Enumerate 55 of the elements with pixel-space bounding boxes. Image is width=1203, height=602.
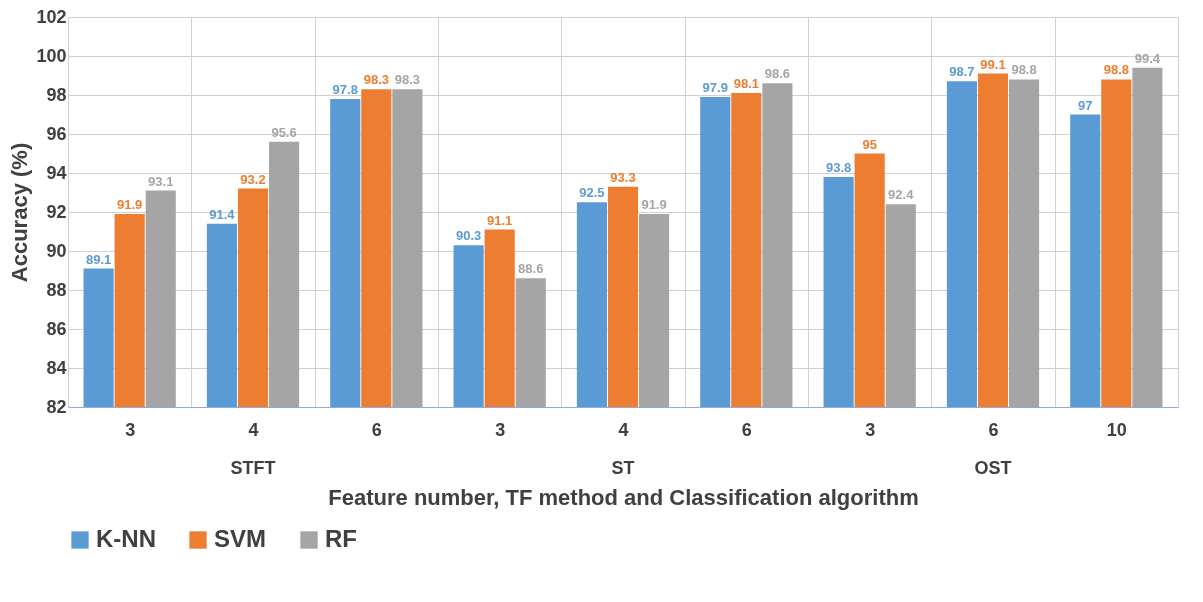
data-label: 95 — [862, 136, 877, 152]
x-axis-title: Feature number, TF method and Classification algorithm — [328, 484, 919, 510]
data-label: 98.3 — [363, 72, 389, 88]
y-tick-label: 90 — [46, 240, 67, 261]
x-tick-label: 10 — [1106, 419, 1127, 440]
data-label: 97.9 — [702, 79, 728, 95]
data-label: 89.1 — [85, 251, 112, 267]
data-label: 98.8 — [1103, 62, 1129, 78]
x-tick-label: 4 — [248, 419, 259, 440]
data-label: 93.2 — [240, 171, 266, 187]
data-label: 92.4 — [888, 187, 915, 203]
data-label: 98.8 — [1011, 62, 1037, 78]
x-tick-label: 6 — [371, 419, 382, 440]
x-tick-label: 6 — [988, 419, 999, 440]
data-label: 91.4 — [209, 206, 236, 222]
x-tick-label: 3 — [495, 419, 506, 440]
y-tick-label: 86 — [46, 318, 67, 339]
x-tick-label: 6 — [741, 419, 752, 440]
x-tick-label: 3 — [865, 419, 876, 440]
data-label: 92.5 — [579, 185, 605, 201]
data-label: 95.6 — [271, 124, 297, 140]
legend-label: K-NN — [96, 525, 156, 552]
y-tick-label: 98 — [46, 84, 67, 105]
data-label: 93.8 — [825, 159, 852, 175]
y-tick-label: 82 — [46, 396, 67, 417]
data-label: 90.3 — [455, 228, 482, 244]
x-tick-label: 4 — [618, 419, 629, 440]
data-label: 93.3 — [610, 169, 636, 185]
text: ST — [611, 458, 635, 478]
text: STFT — [230, 458, 276, 478]
y-tick-label: 94 — [46, 162, 67, 183]
data-label: 98.1 — [733, 76, 759, 92]
data-label: 97 — [1078, 97, 1093, 113]
data-label: 97.8 — [332, 81, 358, 97]
y-tick-label: 92 — [46, 201, 67, 222]
data-label: 91.9 — [117, 196, 143, 212]
text: OST — [974, 458, 1012, 478]
y-tick-label: 100 — [36, 45, 67, 66]
data-label: 99.1 — [980, 56, 1006, 72]
data-label: 98.7 — [949, 64, 975, 80]
data-label: 88.6 — [518, 261, 544, 277]
data-label: 93.1 — [148, 173, 174, 189]
data-label: 99.4 — [1134, 50, 1161, 66]
legend-label: SVM — [214, 525, 267, 552]
y-tick-label: 96 — [46, 123, 67, 144]
data-label: 91.1 — [487, 212, 513, 228]
y-tick-label: 102 — [36, 6, 67, 27]
y-axis-title: Accuracy (%) — [7, 142, 33, 283]
data-label: 98.6 — [764, 66, 791, 82]
y-tick-label: 84 — [46, 357, 67, 378]
y-tick-label: 88 — [46, 279, 67, 300]
data-label: 91.9 — [641, 196, 667, 212]
legend-label: RF — [325, 525, 357, 552]
x-tick-label: 3 — [125, 419, 136, 440]
data-label: 98.3 — [394, 72, 421, 88]
